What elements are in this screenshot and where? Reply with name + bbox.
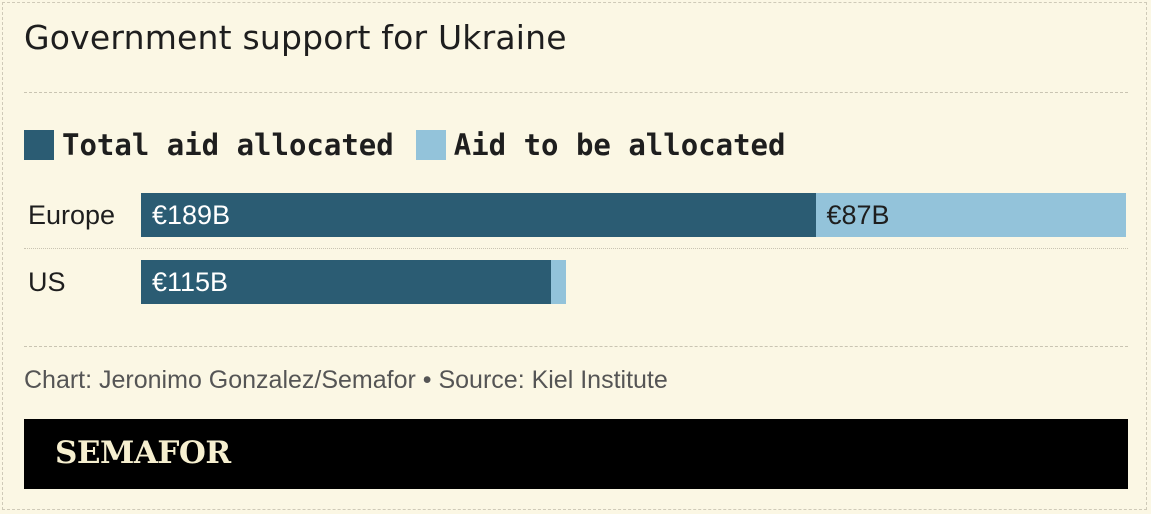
legend-label-total: Total aid allocated <box>62 128 394 162</box>
title-divider <box>24 92 1128 93</box>
chart-title: Government support for Ukraine <box>24 18 567 57</box>
legend: Total aid allocated Aid to be allocated <box>24 128 807 162</box>
brand-footer: SEMAFOR <box>24 419 1128 489</box>
brand-logo: SEMAFOR <box>55 435 231 471</box>
bar-us-allocated: €115B <box>141 260 552 304</box>
row-separator <box>24 248 1128 249</box>
legend-swatch-total <box>24 130 54 160</box>
source-credit: Chart: Jeronimo Gonzalez/Semafor • Sourc… <box>24 366 668 394</box>
row-label-us: US <box>28 267 66 297</box>
bar-value-label: €87B <box>826 199 890 230</box>
bar-europe-allocated: €189B <box>141 193 816 237</box>
row-label-europe: Europe <box>28 200 116 230</box>
bar-value-label: €115B <box>152 266 229 297</box>
legend-item-pending: Aid to be allocated <box>415 128 786 162</box>
legend-label-pending: Aid to be allocated <box>453 128 786 162</box>
legend-swatch-pending <box>415 130 446 160</box>
legend-item-total: Total aid allocated <box>24 128 394 162</box>
bar-us-to-be-allocated <box>551 260 566 304</box>
bar-europe-to-be-allocated: €87B <box>815 193 1126 237</box>
footer-divider <box>24 346 1128 347</box>
bar-value-label: €189B <box>152 199 231 230</box>
